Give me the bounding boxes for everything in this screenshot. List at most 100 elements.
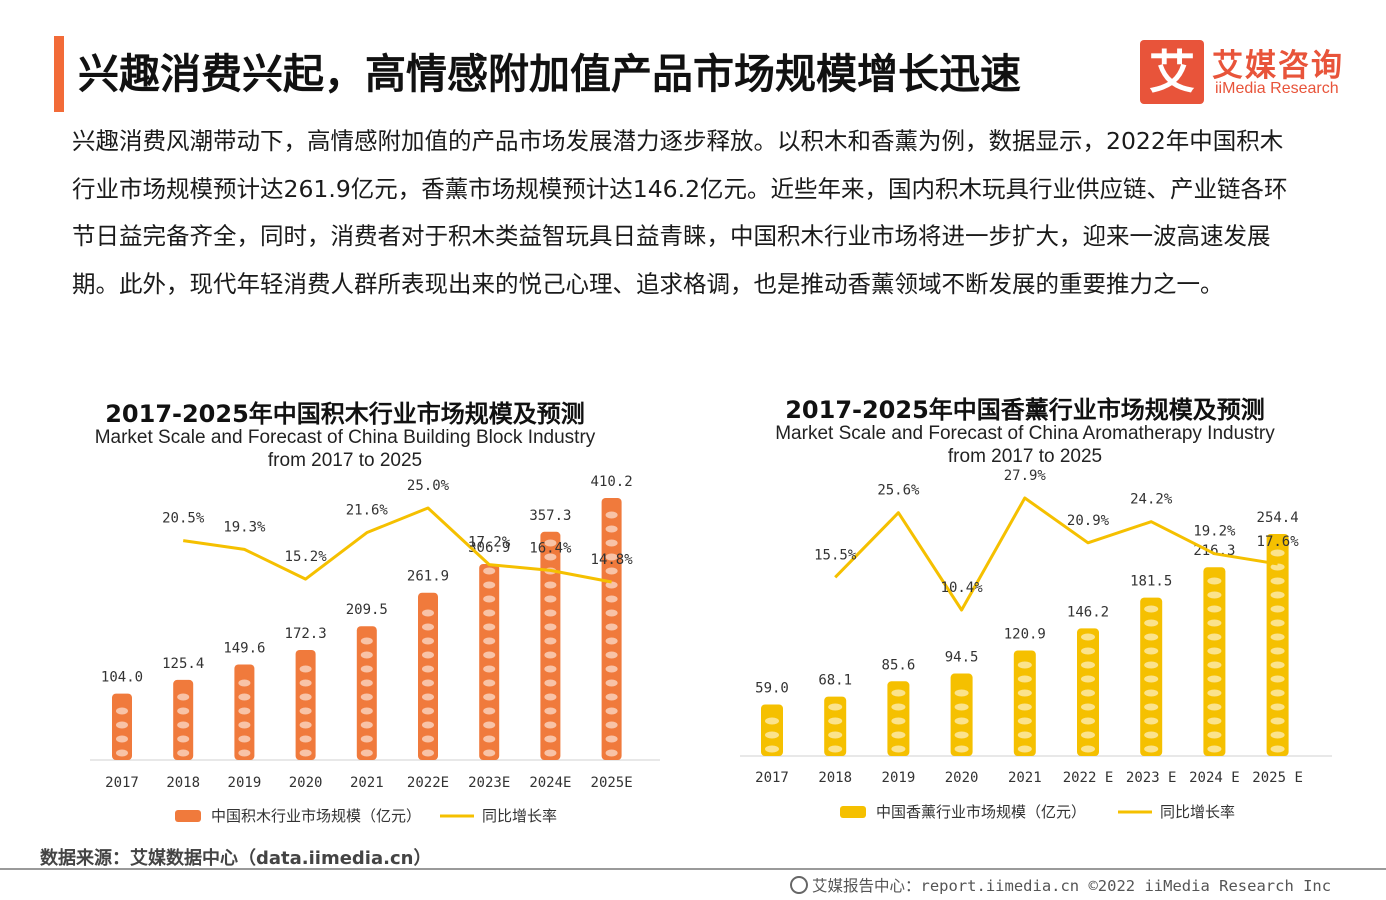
legend-bar-swatch <box>840 806 866 818</box>
bar-pattern <box>1207 731 1222 739</box>
bar-pattern <box>422 665 434 673</box>
bar-pattern <box>299 721 312 729</box>
bar-pattern <box>605 679 618 687</box>
bar-pattern <box>1017 731 1032 739</box>
bar-pattern <box>116 707 128 715</box>
bar-pattern <box>544 539 557 547</box>
chart-subtitle-line2: from 2017 to 2025 <box>267 450 423 471</box>
bar-pattern <box>1207 745 1222 753</box>
bar-pattern <box>238 707 251 715</box>
x-tick-label: 2018 <box>166 775 200 791</box>
bar-pattern <box>1270 689 1285 697</box>
bar-pattern <box>299 665 312 673</box>
bar-pattern <box>891 703 906 711</box>
bar-pattern <box>544 749 557 757</box>
bar-pattern <box>360 735 373 743</box>
footer-divider <box>0 868 1386 870</box>
data-source: 数据来源：艾媒数据中心（data.iimedia.cn） <box>40 848 432 869</box>
chart-plot-area: 104.0 2017 125.4 2018 149.6 2019 172.3 2020 209.… <box>90 474 660 825</box>
bar-pattern <box>544 679 557 687</box>
bar <box>1266 534 1289 756</box>
bar-pattern <box>1144 731 1159 739</box>
bar-pattern <box>1081 633 1095 641</box>
legend-bar-label: 中国积木行业市场规模（亿元） <box>211 807 421 825</box>
bar-pattern <box>954 731 969 739</box>
bar-pattern <box>1144 675 1159 683</box>
bar-pattern <box>1081 717 1095 725</box>
bar-pattern <box>1270 619 1285 627</box>
chart-plot-area: 59.0 2017 68.1 2018 85.6 2019 94.5 2020 120.9 202… <box>740 468 1332 821</box>
bar-pattern <box>891 717 906 725</box>
bar-pattern <box>1017 689 1032 697</box>
chart-subtitle: Market Scale and Forecast of China Build… <box>40 426 650 472</box>
bar-pattern <box>828 703 843 711</box>
bar-pattern <box>1270 717 1285 725</box>
title-accent-bar <box>54 36 64 112</box>
x-tick-label: 2024E <box>529 775 571 791</box>
bar-pattern <box>177 735 190 743</box>
x-tick-label: 2023E <box>468 775 510 791</box>
bar-pattern <box>544 665 557 673</box>
bar-pattern <box>1081 689 1095 697</box>
bar-pattern <box>360 707 373 715</box>
bar-pattern <box>422 735 434 743</box>
bar-pattern <box>605 735 618 743</box>
bar-pattern <box>483 735 496 743</box>
bar-pattern <box>1207 633 1222 641</box>
x-tick-label: 2017 <box>105 775 139 791</box>
bar-pattern <box>483 707 496 715</box>
bar-pattern <box>483 581 496 589</box>
bar-pattern <box>544 721 557 729</box>
bar-pattern <box>1270 591 1285 599</box>
bar-value-label: 149.6 <box>223 640 265 656</box>
growth-rate-label: 14.8% <box>591 552 634 568</box>
bar-pattern <box>1207 619 1222 627</box>
bar-pattern <box>605 525 618 533</box>
growth-rate-label: 19.2% <box>1193 524 1236 540</box>
aromatherapy-chart: 2017-2025年中国香薰行业市场规模及预测 Market Scale and… <box>720 382 1340 830</box>
chart-title: 2017-2025年中国积木行业市场规模及预测 <box>105 400 585 428</box>
bar-pattern <box>605 721 618 729</box>
bar-pattern <box>1081 731 1095 739</box>
bar-pattern <box>765 745 779 753</box>
bar-pattern <box>954 745 969 753</box>
bar-pattern <box>422 749 434 757</box>
bar-value-label: 59.0 <box>755 681 789 697</box>
bar-pattern <box>177 707 190 715</box>
bar-pattern <box>605 511 618 519</box>
bar-pattern <box>1081 661 1095 669</box>
x-tick-label: 2021 <box>1008 770 1042 786</box>
bar-pattern <box>360 721 373 729</box>
bar-pattern <box>954 703 969 711</box>
bar-pattern <box>1270 647 1285 655</box>
bar-value-label: 104.0 <box>101 670 143 686</box>
growth-rate-label: 20.9% <box>1067 513 1110 529</box>
bar-pattern <box>1270 703 1285 711</box>
bar-pattern <box>605 595 618 603</box>
x-tick-label: 2019 <box>882 770 916 786</box>
bar-pattern <box>238 749 251 757</box>
x-tick-label: 2024 E <box>1189 770 1240 786</box>
legend-line-label: 同比增长率 <box>1160 803 1235 821</box>
bar-pattern <box>765 717 779 725</box>
bar-pattern <box>828 745 843 753</box>
bar-pattern <box>483 665 496 673</box>
bar-pattern <box>1144 605 1159 613</box>
bar-value-label: 306.9 <box>468 540 510 556</box>
bar-pattern <box>1270 675 1285 683</box>
growth-rate-label: 15.2% <box>285 549 328 565</box>
bar-pattern <box>299 693 312 701</box>
bar-pattern <box>544 553 557 561</box>
growth-rate-label: 25.0% <box>407 478 450 494</box>
x-tick-label: 2022 E <box>1063 770 1114 786</box>
bar-pattern <box>483 637 496 645</box>
bar-pattern <box>1270 577 1285 585</box>
growth-rate-label: 27.9% <box>1004 468 1047 484</box>
bar-pattern <box>1270 731 1285 739</box>
bar-value-label: 120.9 <box>1004 626 1046 642</box>
logo-icon: 艾 <box>1140 40 1204 104</box>
bar <box>950 673 973 756</box>
bar-value-label: 146.2 <box>1067 604 1109 620</box>
bar-pattern <box>483 679 496 687</box>
logo-en-text: iiMedia Research <box>1215 80 1339 97</box>
